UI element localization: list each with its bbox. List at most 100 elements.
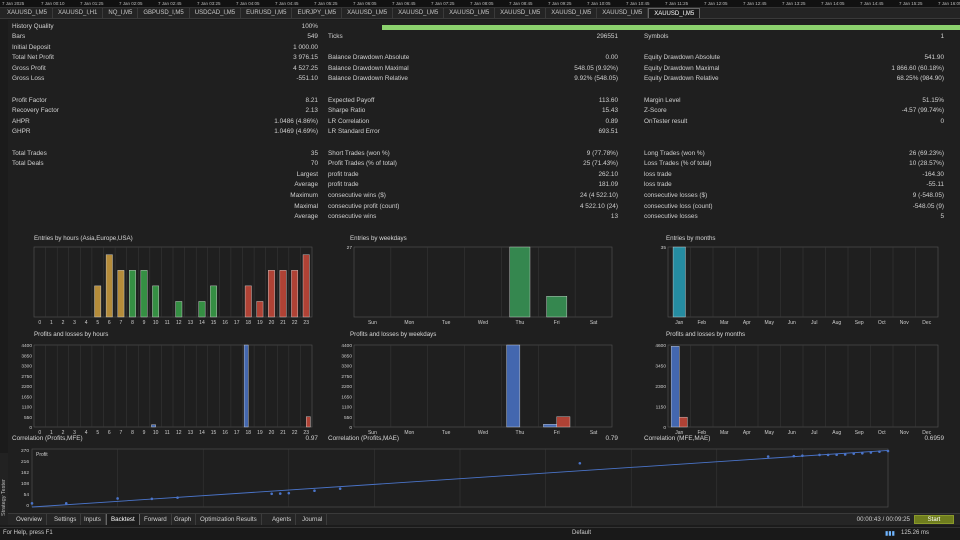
tick-label: 20 bbox=[269, 320, 275, 326]
stat-value: 15.43 bbox=[602, 107, 618, 115]
y-tick-label: 27 bbox=[347, 245, 353, 251]
symbol-tab[interactable]: GBPUSD_I,M5 bbox=[138, 8, 190, 18]
tick-label: 2 bbox=[62, 430, 65, 436]
stat-label: LR Standard Error bbox=[328, 128, 380, 136]
tick-label: Nov bbox=[900, 430, 909, 436]
tab-journal[interactable]: Journal bbox=[298, 514, 328, 525]
bar bbox=[175, 301, 183, 318]
ruler-tick-label: 7 Jan 06:05 bbox=[353, 1, 377, 6]
stat-label: Expected Payoff bbox=[328, 96, 375, 104]
stat-label: Equity Drawdown Absolute bbox=[644, 54, 721, 62]
ruler-tick-label: 7 Jan 04:45 bbox=[275, 1, 299, 6]
stat-value: -164.30 bbox=[922, 170, 944, 178]
symbol-tab[interactable]: EURUSD_I,M5 bbox=[241, 8, 293, 18]
stat-label: Ticks bbox=[328, 33, 343, 40]
tick-label: Jul bbox=[811, 430, 817, 436]
tick-label: Thu bbox=[516, 320, 525, 326]
tab-overview[interactable]: Overview bbox=[12, 514, 47, 525]
symbol-tab[interactable]: XAUUSD_I,M5 bbox=[597, 8, 649, 18]
symbol-tab[interactable]: USDCAD_I,M5 bbox=[190, 8, 242, 18]
scatter-point bbox=[338, 487, 342, 490]
tab-inputs[interactable]: Inputs bbox=[80, 514, 106, 525]
tab-forward[interactable]: Forward bbox=[140, 514, 172, 525]
ruler-tick-label: 7 Jan 09:25 bbox=[548, 1, 572, 6]
tester-tabs: Overview Settings Inputs Backtest Forward Gra… bbox=[8, 513, 960, 525]
stat-value: 13 bbox=[610, 213, 618, 221]
strategy-tester-label: Strategy Tester bbox=[1, 479, 7, 516]
symbol-tab[interactable]: XAUUSD_I,M5 bbox=[546, 8, 598, 18]
ruler-tick-label: 7 Jan 12:05 bbox=[704, 1, 728, 6]
tick-label: Sat bbox=[590, 320, 598, 326]
tab-backtest[interactable]: Backtest bbox=[106, 514, 140, 525]
y-tick-label: 550 bbox=[24, 415, 32, 421]
symbol-tab[interactable]: NQ_I,M5 bbox=[103, 8, 139, 18]
tab-optimization-results[interactable]: Optimization Results bbox=[196, 514, 262, 525]
stat-value: 1 bbox=[940, 33, 944, 40]
ruler-tick-label: 7 Jan 13:25 bbox=[782, 1, 806, 6]
ruler-tick-label: 7 Jan 11:25 bbox=[665, 1, 689, 6]
stat-label: Margin Level bbox=[644, 96, 681, 104]
y-tick-label: 2750 bbox=[21, 374, 32, 380]
tick-label: 17 bbox=[234, 320, 240, 326]
ruler-tick-label: 7 Jan 14:45 bbox=[860, 1, 884, 6]
tick-label: Feb bbox=[697, 430, 706, 436]
y-tick-label: 162 bbox=[21, 470, 29, 476]
stat-label: Total Deals bbox=[12, 160, 44, 168]
tick-label: Aug bbox=[832, 320, 841, 326]
tick-label: Sun bbox=[368, 320, 377, 326]
history-quality-fill bbox=[382, 25, 960, 30]
bar bbox=[105, 254, 113, 318]
stat-label: Sharpe Ratio bbox=[328, 107, 366, 115]
tick-label: 16 bbox=[222, 430, 228, 436]
tick-label: Jun bbox=[788, 430, 796, 436]
stat-value: 0.89 bbox=[605, 117, 618, 125]
bar bbox=[198, 301, 206, 318]
y-tick-label: 2200 bbox=[21, 384, 32, 390]
stat-label: profit trade bbox=[328, 170, 359, 178]
ruler-tick-label: 7 Jan 02:45 bbox=[158, 1, 182, 6]
tick-label: May bbox=[765, 430, 775, 436]
bar bbox=[556, 416, 571, 428]
tick-label: Jul bbox=[811, 320, 817, 326]
symbol-tab[interactable]: XAUUSD_I,M5 bbox=[495, 8, 547, 18]
start-button[interactable]: Start bbox=[914, 515, 954, 524]
correlation-mfe-mae-label: Correlation (MFE,MAE) bbox=[644, 435, 711, 442]
symbol-tab[interactable]: XAUUSD_I,M5 bbox=[342, 8, 394, 18]
tick-label: 20 bbox=[269, 430, 275, 436]
bar bbox=[244, 285, 252, 318]
y-tick-label: 1100 bbox=[342, 405, 353, 411]
tick-label: 18 bbox=[246, 320, 252, 326]
stat-label: Loss Trades (% of total) bbox=[644, 160, 712, 168]
y-tick-label: 3850 bbox=[21, 353, 32, 359]
symbol-tab[interactable]: XAUUSD_I,M5 bbox=[393, 8, 445, 18]
scatter-point bbox=[861, 451, 864, 455]
symbol-tab[interactable]: XAUUSD_I,M5 bbox=[2, 8, 54, 18]
tick-label: 10 bbox=[153, 320, 159, 326]
symbol-tab[interactable]: EURJPY_I,M5 bbox=[292, 8, 343, 18]
y-tick-label: 3300 bbox=[341, 364, 352, 370]
ruler-tick-label: 7 Jan 08:45 bbox=[509, 1, 533, 6]
tick-label: 4 bbox=[85, 320, 88, 326]
stat-label: consecutive loss (count) bbox=[644, 202, 713, 210]
tick-label: 7 bbox=[119, 430, 122, 436]
scatter-point bbox=[801, 454, 804, 458]
stat-value: 1.0486 (4.86%) bbox=[274, 117, 318, 125]
stat-label: Gross Loss bbox=[12, 75, 45, 83]
scatter-point bbox=[278, 492, 282, 495]
tab-graph[interactable]: Graph bbox=[170, 514, 197, 525]
stat-value: 113.60 bbox=[598, 96, 618, 104]
stat-value: 24 (4 522.10) bbox=[579, 192, 618, 199]
stat-value: -4.57 (99.74%) bbox=[901, 107, 944, 115]
tick-label: 3 bbox=[73, 320, 76, 326]
stat-label: Maximal bbox=[294, 202, 318, 210]
symbol-tab[interactable]: XAUUSD_I,H1 bbox=[53, 8, 104, 18]
y-tick-label: 3850 bbox=[341, 353, 352, 359]
tick-label: 8 bbox=[131, 430, 134, 436]
stat-label: Recovery Factor bbox=[12, 107, 59, 115]
plot-frame bbox=[353, 246, 613, 318]
symbol-tab[interactable]: XAUUSD_I,M5 bbox=[648, 8, 701, 18]
tab-settings[interactable]: Settings bbox=[50, 514, 82, 525]
symbol-tab[interactable]: XAUUSD_I,M5 bbox=[444, 8, 496, 18]
tab-agents[interactable]: Agents bbox=[268, 514, 297, 525]
tick-label: 9 bbox=[143, 430, 146, 436]
